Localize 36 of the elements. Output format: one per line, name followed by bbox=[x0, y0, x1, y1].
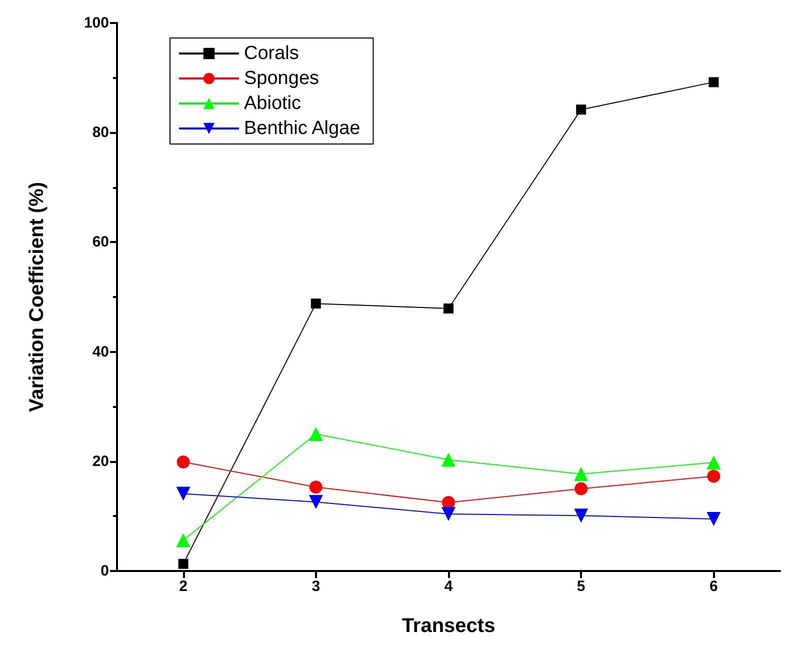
legend-label: Corals bbox=[244, 43, 299, 64]
y-tick-label: 0 bbox=[100, 562, 109, 580]
point bbox=[442, 507, 456, 522]
x-tick-label: 5 bbox=[576, 578, 586, 595]
legend-label: Benthic Algae bbox=[244, 118, 360, 139]
point bbox=[309, 480, 322, 494]
x-tick-label: 4 bbox=[444, 578, 454, 595]
point bbox=[308, 494, 323, 509]
x-tick-label: 2 bbox=[179, 578, 188, 595]
point bbox=[574, 482, 588, 496]
y-tick-label: 60 bbox=[92, 234, 109, 251]
point bbox=[576, 104, 586, 115]
y-tick-label: 20 bbox=[92, 452, 109, 470]
point bbox=[707, 470, 720, 483]
point bbox=[574, 467, 588, 482]
point bbox=[442, 452, 456, 467]
point bbox=[176, 486, 190, 501]
y-tick-label: 100 bbox=[84, 14, 109, 32]
point bbox=[176, 455, 190, 468]
point bbox=[308, 427, 323, 441]
point bbox=[310, 298, 321, 309]
point bbox=[708, 77, 719, 88]
x-axis-title: Transects bbox=[402, 615, 496, 637]
y-tick-label: 40 bbox=[92, 343, 109, 360]
x-tick-label: 3 bbox=[312, 578, 320, 595]
point bbox=[706, 455, 721, 470]
legend-label: Abiotic bbox=[244, 93, 302, 114]
point bbox=[574, 508, 588, 523]
point bbox=[444, 304, 454, 314]
y-axis-title: Variation Coefficient (%) bbox=[26, 182, 48, 412]
point bbox=[178, 558, 188, 569]
legend-label: Sponges bbox=[244, 68, 320, 89]
x-tick-label: 6 bbox=[710, 578, 718, 595]
y-tick-label: 80 bbox=[92, 124, 109, 142]
point bbox=[176, 533, 190, 548]
point bbox=[706, 512, 721, 526]
